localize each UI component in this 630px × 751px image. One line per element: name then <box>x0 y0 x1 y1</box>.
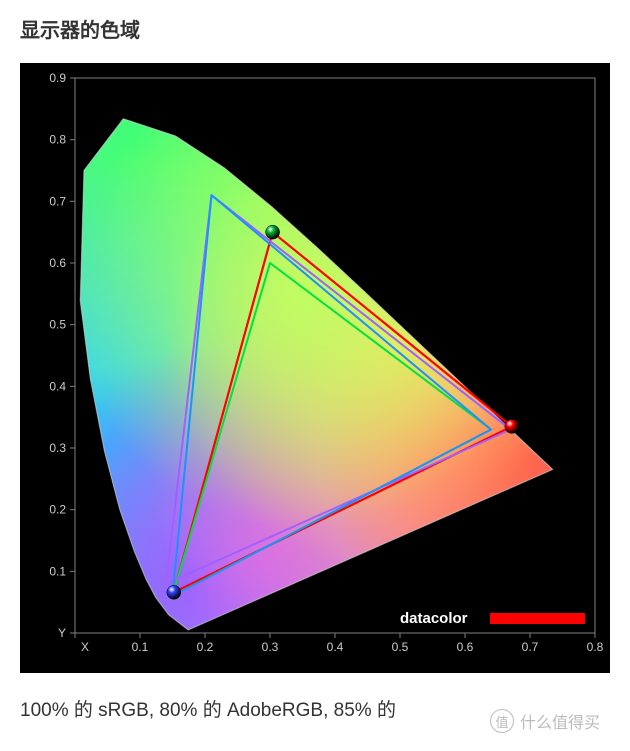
svg-text:0.6: 0.6 <box>457 640 474 654</box>
svg-text:X: X <box>81 640 89 654</box>
svg-text:0.3: 0.3 <box>262 640 279 654</box>
svg-text:0.8: 0.8 <box>49 133 66 147</box>
chart-svg: 0.1 0.2 0.3 0.4 0.5 0.6 0.7 0.8 0.1 0.2 0.3 0.4 0.5 0… <box>20 63 610 673</box>
watermark: 值 什么值得买 <box>490 709 600 733</box>
svg-text:0.2: 0.2 <box>49 503 66 517</box>
svg-text:0.8: 0.8 <box>587 640 604 654</box>
svg-text:0.9: 0.9 <box>49 71 66 85</box>
svg-text:0.5: 0.5 <box>392 640 409 654</box>
svg-text:0.7: 0.7 <box>49 194 66 208</box>
svg-text:datacolor: datacolor <box>400 610 468 627</box>
watermark-text: 什么值得买 <box>520 709 600 733</box>
page-title: 显示器的色域 <box>20 14 610 43</box>
svg-text:0.4: 0.4 <box>49 379 66 393</box>
svg-text:0.5: 0.5 <box>49 318 66 332</box>
svg-text:0.6: 0.6 <box>49 256 66 270</box>
svg-text:0.2: 0.2 <box>197 640 214 654</box>
svg-text:0.1: 0.1 <box>49 564 66 578</box>
svg-text:0.7: 0.7 <box>522 640 539 654</box>
svg-text:0.3: 0.3 <box>49 441 66 455</box>
svg-text:Y: Y <box>58 626 66 640</box>
svg-text:0.1: 0.1 <box>132 640 149 654</box>
svg-text:0.4: 0.4 <box>327 640 344 654</box>
chromaticity-chart: 0.1 0.2 0.3 0.4 0.5 0.6 0.7 0.8 0.1 0.2 0.3 0.4 0.5 0… <box>20 63 610 673</box>
watermark-badge-icon: 值 <box>490 709 514 733</box>
